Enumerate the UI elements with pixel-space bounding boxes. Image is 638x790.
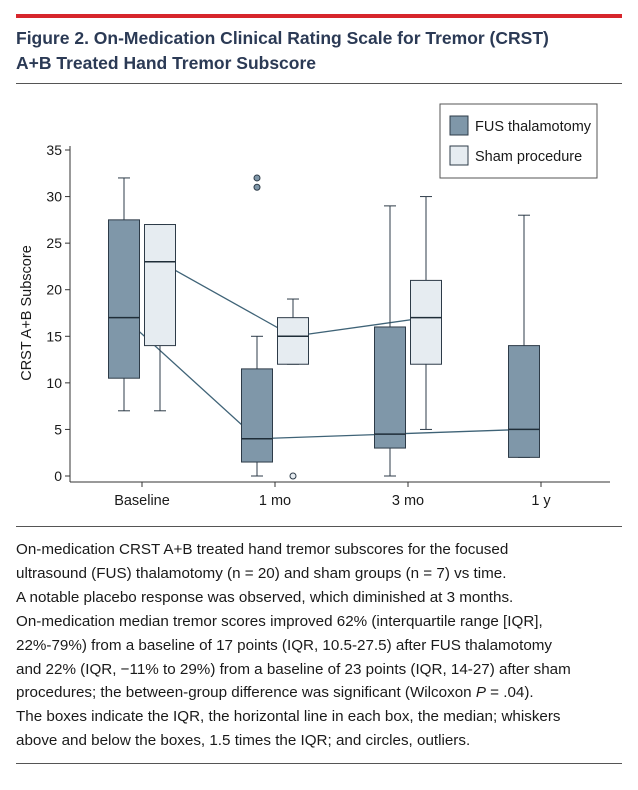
- fus-box-2: [374, 205, 406, 477]
- caption-line: procedures; the between-group difference…: [16, 681, 622, 705]
- y-tick-label: 15: [46, 328, 62, 344]
- y-tick-label: 35: [46, 142, 62, 158]
- sham-box-0: [144, 224, 176, 412]
- box-group: [108, 174, 540, 480]
- fus-median-connector: [256, 433, 391, 440]
- sham-median-connector: [159, 261, 294, 337]
- fus-legend-swatch: [449, 115, 469, 136]
- iqr-box: [410, 279, 442, 365]
- caption-line: A notable placebo response was observed,…: [16, 588, 514, 606]
- x-tick-label: 1 y: [531, 493, 551, 509]
- y-tick-label: 25: [46, 235, 62, 251]
- iqr-box: [144, 224, 176, 347]
- fus-box-3: [508, 214, 540, 458]
- chart-legend: FUS thalamotomy Sham procedure: [439, 103, 598, 179]
- fus-median-connector: [123, 317, 258, 440]
- bottom-divider: [16, 763, 622, 764]
- outlier-point: [289, 472, 297, 480]
- iqr-box: [241, 368, 273, 463]
- outlier-point: [253, 174, 261, 182]
- y-tick-label: 30: [46, 189, 62, 205]
- caption-line: ultrasound (FUS) thalamotomy (n = 20) an…: [16, 564, 507, 582]
- y-axis-label: CRST A+B Subscore: [19, 245, 35, 381]
- chart-axes: 0 5 10 15 20 25 30 35 Baseline 1 mo 3 mo 1 y CRST A+…: [19, 142, 610, 509]
- iqr-box: [374, 326, 406, 449]
- caption-line: above and below the boxes, 1.5 times the…: [16, 732, 471, 750]
- fus-box-1: [241, 174, 273, 477]
- fus-median-connector: [389, 428, 525, 435]
- iqr-box: [277, 317, 309, 365]
- y-tick-label: 20: [46, 282, 62, 298]
- caption-line: and 22% (IQR, −11% to 29%) from a baseli…: [16, 660, 571, 678]
- sham-legend-label: Sham procedure: [475, 149, 582, 165]
- legend-frame: [439, 103, 598, 179]
- figure-title-line2: A+B Treated Hand Tremor Subscore: [16, 53, 317, 73]
- x-tick-label: 3 mo: [392, 493, 424, 509]
- fus-legend-label: FUS thalamotomy: [475, 119, 592, 135]
- x-tick-label: 1 mo: [259, 493, 291, 509]
- box-plot-chart: 0 5 10 15 20 25 30 35 Baseline 1 mo 3 mo 1 y CRST A+…: [19, 103, 610, 509]
- iqr-box: [108, 219, 140, 379]
- caption-text: = .04).: [485, 684, 534, 702]
- y-tick-label: 5: [54, 421, 62, 437]
- sham-box-1: [277, 298, 309, 480]
- caption-line: The boxes indicate the IQR, the horizont…: [16, 708, 561, 726]
- caption-line: On-medication median tremor scores impro…: [16, 612, 543, 630]
- outlier-point: [253, 183, 261, 191]
- accent-rule: [16, 14, 622, 18]
- y-tick-label: 0: [54, 468, 62, 484]
- caption-line: 22%-79%) from a baseline of 17 points (I…: [16, 636, 553, 654]
- sham-legend-swatch: [449, 145, 469, 166]
- figure-caption: On-medication CRST A+B treated hand trem…: [16, 538, 622, 753]
- figure-title-line1: Figure 2. On-Medication Clinical Rating …: [16, 28, 549, 48]
- median-connectors: [123, 261, 525, 440]
- fus-box-0: [108, 177, 140, 412]
- sham-median-connector: [292, 317, 427, 337]
- figure-title: Figure 2. On-Medication Clinical Rating …: [16, 26, 622, 76]
- iqr-box: [508, 345, 540, 458]
- caption-p-symbol: P: [475, 684, 486, 702]
- y-tick-label: 10: [46, 375, 62, 391]
- chart-divider: [16, 526, 622, 527]
- title-divider: [16, 83, 622, 84]
- caption-text: procedures; the between-group difference…: [16, 684, 476, 702]
- x-tick-label: Baseline: [114, 493, 170, 509]
- sham-box-2: [410, 196, 442, 430]
- caption-line: On-medication CRST A+B treated hand trem…: [16, 541, 509, 558]
